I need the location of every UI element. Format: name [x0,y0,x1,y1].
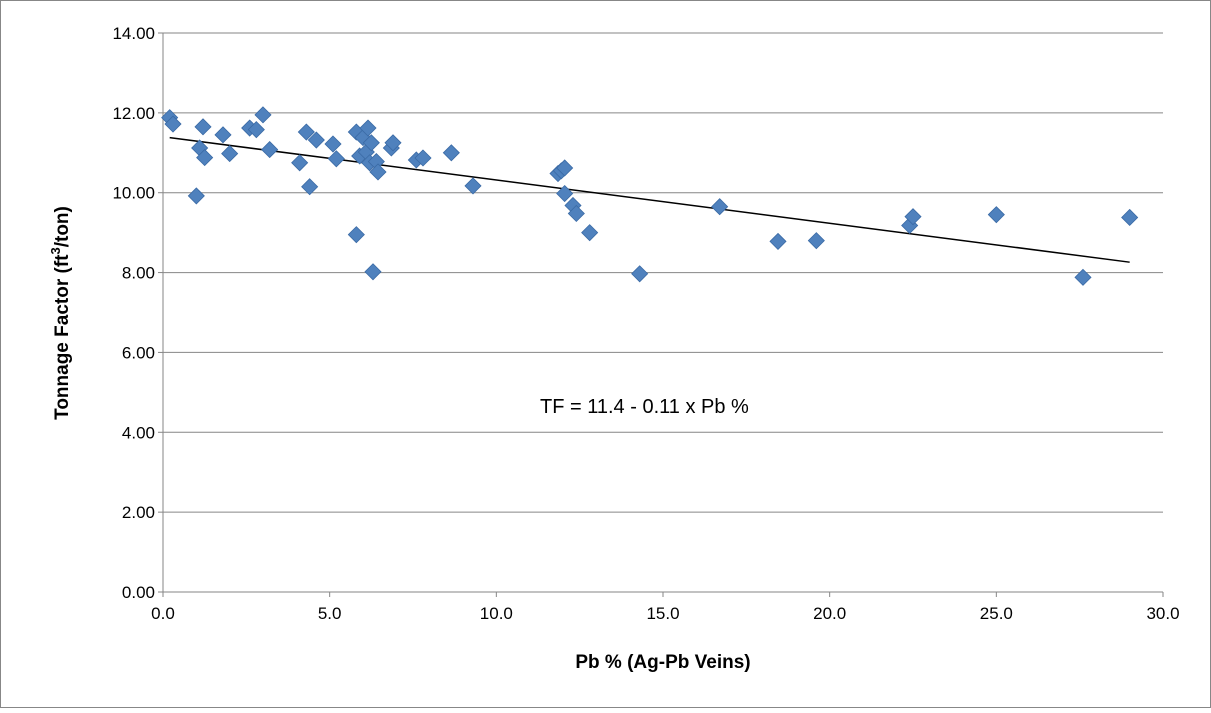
y-tick-label: 10.00 [112,184,155,203]
data-point [556,184,574,203]
x-tick-label: 20.0 [813,604,846,623]
x-tick-label: 10.0 [480,604,513,623]
data-point [1074,268,1092,286]
data-point [987,206,1005,224]
data-point [364,263,382,281]
data-point [196,149,214,167]
data-point [261,141,279,159]
data-point [164,115,182,133]
data-point [414,149,432,167]
x-tick-label: 30.0 [1146,604,1179,623]
grid-lines [163,32,1163,513]
axes [158,32,1164,597]
data-point [247,121,265,139]
tick-labels: 0.00 2.00 4.00 6.00 8.00 10.00 12.00 14.00 0.0 5.… [112,24,1179,623]
data-point [187,187,205,205]
y-axis-title: Tonnage Factor (ft3/ton) [48,206,73,420]
data-point [254,106,272,124]
data-point [214,126,232,144]
y-tick-label: 4.00 [122,423,155,442]
data-point [631,265,649,283]
y-tick-label: 8.00 [122,264,155,283]
data-point [369,163,387,181]
data-point [324,135,342,153]
x-tick-label: 15.0 [646,604,679,623]
y-tick-label: 6.00 [122,343,155,362]
data-point [384,134,402,152]
y-tick-label: 2.00 [122,503,155,522]
data-point [194,118,212,136]
data-point [567,204,585,223]
y-axis-title-superscript: 3 [48,247,63,254]
data-point [1121,208,1139,227]
data-point [464,177,482,195]
data-point [711,198,729,216]
data-point [291,154,309,172]
data-point [581,224,599,242]
y-tick-label: 12.00 [112,104,155,123]
data-point [904,208,922,226]
x-tick-label: 25.0 [980,604,1013,623]
data-point [307,131,325,149]
data-point [362,134,380,152]
y-axis-title-main: Tonnage Factor (ft [52,254,73,420]
regression-annotation: TF = 11.4 - 0.11 x Pb % [540,396,749,418]
y-tick-label: 0.00 [122,583,155,602]
y-tick-label: 14.00 [112,24,155,43]
data-point [297,123,315,141]
data-point [807,232,825,250]
data-point [301,178,319,196]
data-point [442,144,460,162]
data-point [556,159,574,177]
x-tick-label: 0.0 [151,604,175,623]
x-axis-title: Pb % (Ag-Pb Veins) [575,652,750,673]
x-tick-label: 5.0 [318,604,342,623]
data-point [359,119,377,137]
data-point [221,145,239,163]
data-point [769,232,787,250]
data-point [327,150,345,168]
y-axis-title-end: /ton) [52,206,73,247]
data-points [161,106,1139,286]
data-point [347,226,365,244]
